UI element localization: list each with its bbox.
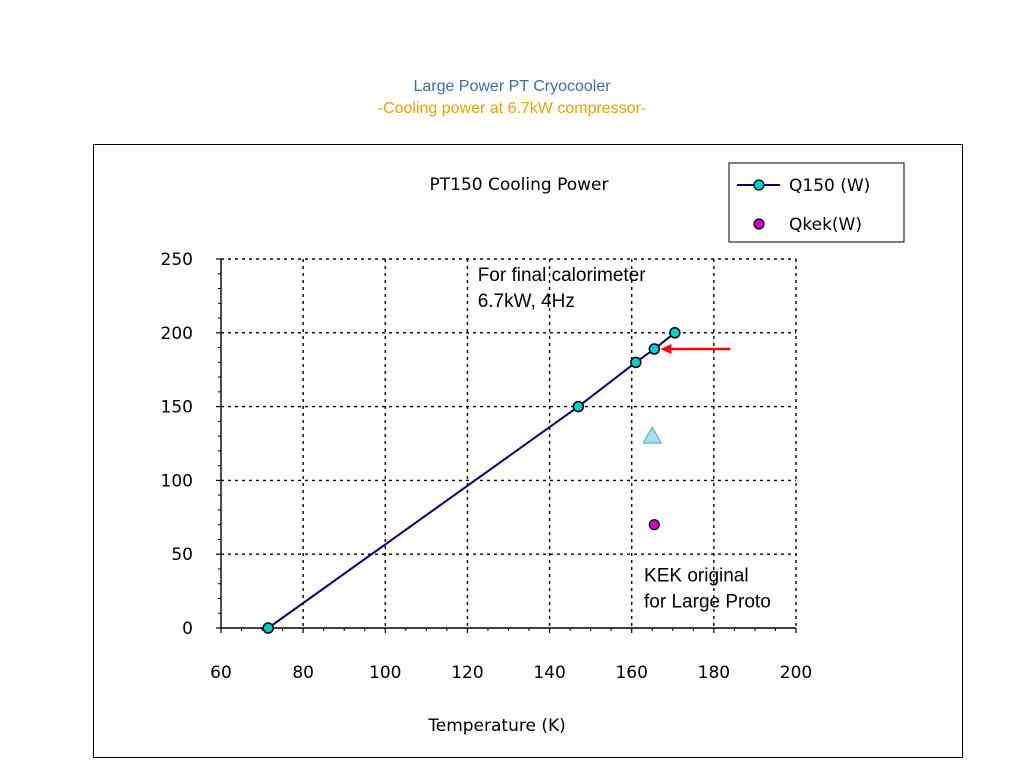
y-tick-label: 100 [161, 471, 193, 491]
annotation-text: For final calorimeter [478, 265, 647, 286]
x-tick-label: 60 [210, 663, 232, 683]
y-tick-label: 0 [182, 619, 193, 639]
legend-marker-q150 [753, 179, 765, 191]
point-q150 [648, 343, 661, 355]
subtitle-dash-left: - [377, 100, 384, 117]
chart-svg: PT150 Cooling Power 0 50 100 150 200 250 60 80 1… [161, 162, 905, 736]
series-layer [262, 327, 681, 634]
subtitle-dash-right: - [640, 100, 647, 117]
y-tick-label: 200 [161, 324, 193, 344]
point-q150 [630, 356, 642, 369]
x-axis-label: Temperature (K) [427, 716, 566, 736]
red-arrow-head [660, 344, 672, 355]
slide-title: Large Power PT Cryocooler -Cooling power… [0, 76, 1024, 120]
legend-marker-qkek [753, 218, 765, 230]
legend-label-qkek: Qkek(W) [789, 215, 862, 235]
x-tick-label: 120 [451, 663, 483, 683]
x-tick-label: 160 [615, 663, 647, 683]
annotation-text: KEK original [644, 566, 749, 587]
chart-frame: PT150 Cooling Power 0 50 100 150 200 250 60 80 1… [93, 144, 963, 758]
annotation-text: 6.7kW, 4Hz [478, 291, 575, 312]
grid-layer [221, 258, 797, 628]
annotation-text: for Large Proto [644, 592, 771, 613]
point-q150 [572, 400, 585, 413]
x-tick-label: 80 [292, 663, 314, 683]
point-q150 [262, 622, 274, 634]
point-q150 [669, 327, 681, 339]
annotation-layer: For final calorimeter 6.7kW, 4Hz KEK origi… [478, 265, 771, 612]
y-tick-label: 50 [171, 545, 193, 565]
x-tick-label: 180 [698, 663, 730, 683]
x-tick-label: 100 [369, 663, 401, 683]
axes-layer: 0 50 100 150 200 250 60 80 100 120 140 160 180 200 [161, 250, 813, 683]
slide-subtitle: -Cooling power at 6.7kW compressor- [0, 98, 1024, 120]
y-tick-label: 150 [161, 398, 193, 418]
slide-title-main: Large Power PT Cryocooler [413, 78, 611, 95]
x-tick-label: 200 [780, 663, 812, 683]
legend: Q150 (W) Qkek(W) [728, 162, 905, 243]
triangle-marker [642, 426, 663, 444]
point-qkek [648, 519, 660, 531]
chart-title: PT150 Cooling Power [430, 175, 609, 195]
legend-label-q150: Q150 (W) [789, 176, 870, 196]
subtitle-text: Cooling power at 6.7kW compressor [383, 100, 641, 117]
y-tick-label: 250 [161, 250, 193, 270]
x-tick-label: 140 [533, 663, 565, 683]
